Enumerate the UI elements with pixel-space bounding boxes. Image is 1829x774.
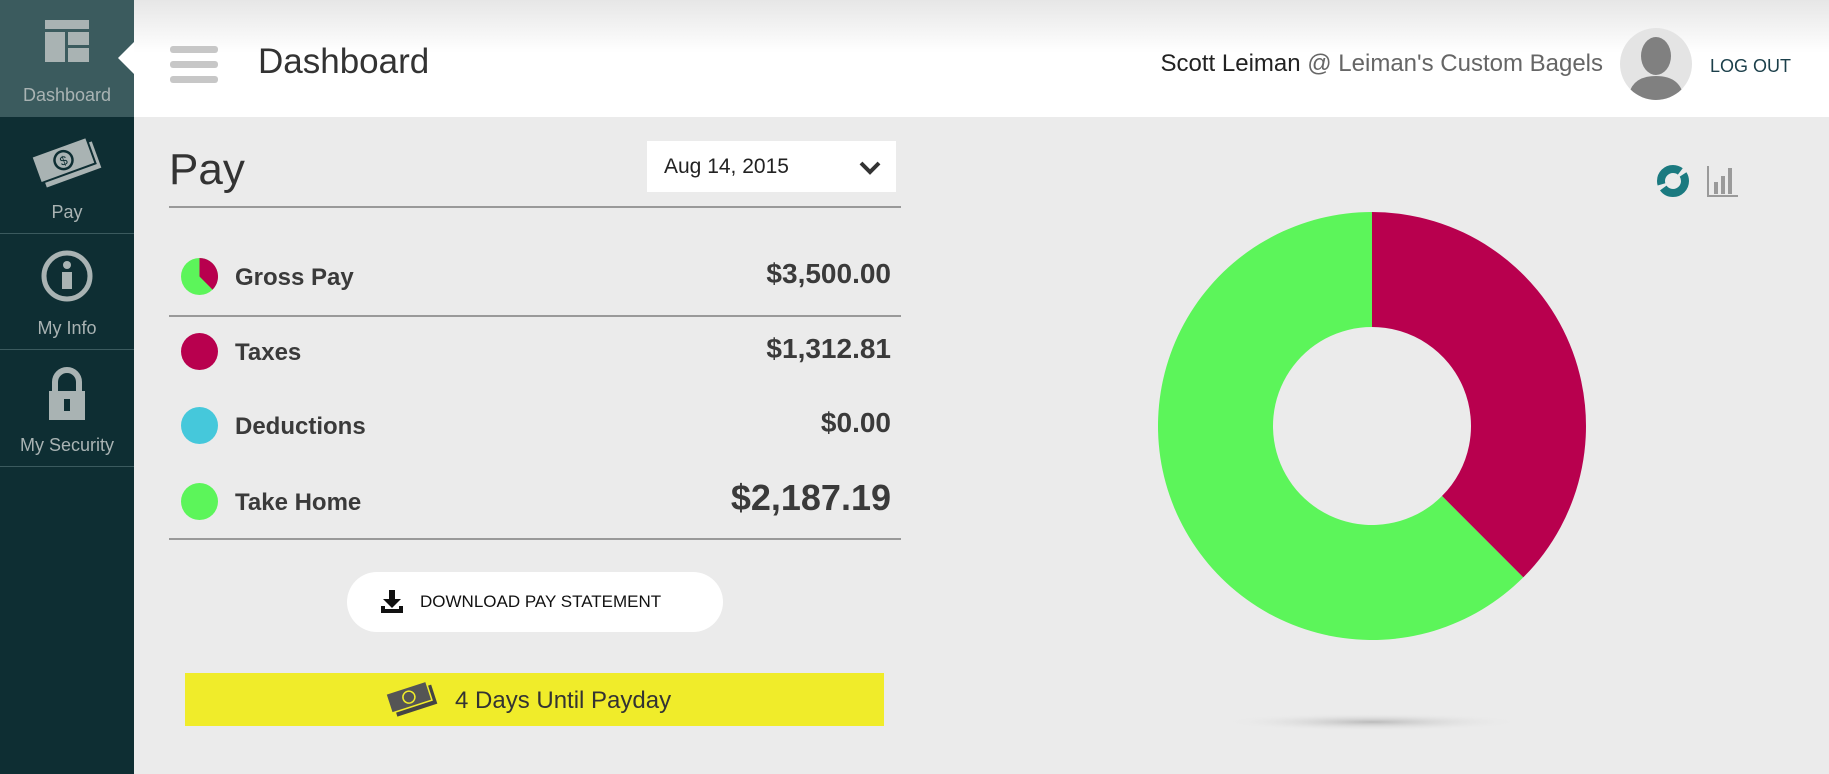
info-icon bbox=[41, 250, 93, 302]
deductions-color-dot bbox=[181, 407, 218, 444]
sidebar-item-label: Dashboard bbox=[22, 85, 112, 105]
active-pointer bbox=[118, 42, 134, 74]
donut-chart bbox=[1158, 212, 1586, 731]
sidebar-item-my-security[interactable]: My Security bbox=[0, 350, 134, 467]
dashboard-icon bbox=[45, 20, 89, 62]
mini-pie-icon bbox=[181, 258, 218, 295]
donut-slice-take-home[interactable] bbox=[1158, 212, 1524, 640]
lock-icon bbox=[49, 367, 85, 420]
list-item-take-home: Take Home $2,187.19 bbox=[169, 477, 891, 521]
company-name: @ Leiman's Custom Bagels bbox=[1307, 50, 1603, 77]
sidebar-item-label: My Security bbox=[19, 435, 115, 455]
user-silhouette-icon bbox=[1628, 37, 1684, 100]
row-amount: $1,312.81 bbox=[766, 333, 891, 364]
page-title: Dashboard bbox=[258, 42, 430, 81]
money-icon: $ bbox=[30, 135, 102, 188]
sidebar-item-label: Pay bbox=[51, 202, 83, 222]
list-item-taxes: Taxes $1,312.81 bbox=[169, 331, 891, 371]
pay-date-value: Aug 14, 2015 bbox=[664, 155, 789, 178]
take-home-color-dot bbox=[181, 483, 218, 520]
money-icon bbox=[385, 680, 438, 717]
header: Dashboard Scott Leiman @ Leiman's Custom… bbox=[134, 0, 1829, 117]
sidebar: Dashboard $ Pay My Info My Security bbox=[0, 0, 134, 774]
donut-slice-taxes[interactable] bbox=[1372, 212, 1586, 578]
payday-text: 4 Days Until Payday bbox=[455, 687, 672, 714]
row-label: Taxes bbox=[235, 339, 302, 366]
download-pay-statement-button[interactable]: DOWNLOAD PAY STATEMENT bbox=[347, 572, 723, 632]
row-amount: $3,500.00 bbox=[766, 258, 891, 289]
row-amount: $0.00 bbox=[820, 407, 891, 438]
menu-icon[interactable] bbox=[170, 46, 218, 84]
user-info: Scott Leiman @ Leiman's Custom Bagels bbox=[1161, 50, 1603, 78]
bar-chart-toggle-icon[interactable] bbox=[1706, 164, 1740, 198]
chevron-down-icon bbox=[859, 161, 881, 175]
sidebar-item-pay[interactable]: $ Pay bbox=[0, 117, 134, 234]
row-label: Gross Pay bbox=[235, 264, 354, 291]
chart-shadow bbox=[1222, 713, 1522, 731]
list-item-deductions: Deductions $0.00 bbox=[169, 405, 891, 445]
row-label: Take Home bbox=[235, 489, 362, 516]
download-label: DOWNLOAD PAY STATEMENT bbox=[420, 592, 662, 611]
sidebar-item-label: My Info bbox=[37, 318, 97, 338]
sidebar-item-dashboard[interactable]: Dashboard bbox=[0, 0, 134, 117]
taxes-color-dot bbox=[181, 333, 218, 370]
sidebar-item-my-info[interactable]: My Info bbox=[0, 233, 134, 350]
donut-chart-toggle-icon[interactable] bbox=[1656, 164, 1690, 198]
download-icon bbox=[381, 590, 403, 613]
logout-link[interactable]: LOG OUT bbox=[1710, 56, 1792, 76]
list-item-gross-pay: Gross Pay $3,500.00 bbox=[169, 256, 891, 296]
pay-date-dropdown[interactable]: Aug 14, 2015 bbox=[647, 141, 896, 192]
divider bbox=[169, 206, 901, 208]
pay-heading: Pay bbox=[169, 145, 245, 194]
payday-banner: 4 Days Until Payday bbox=[185, 673, 884, 726]
user-name: Scott Leiman bbox=[1160, 50, 1301, 77]
divider bbox=[169, 315, 901, 317]
row-amount: $2,187.19 bbox=[730, 477, 891, 518]
divider bbox=[169, 538, 901, 540]
avatar[interactable] bbox=[1620, 28, 1692, 100]
row-label: Deductions bbox=[235, 413, 366, 440]
